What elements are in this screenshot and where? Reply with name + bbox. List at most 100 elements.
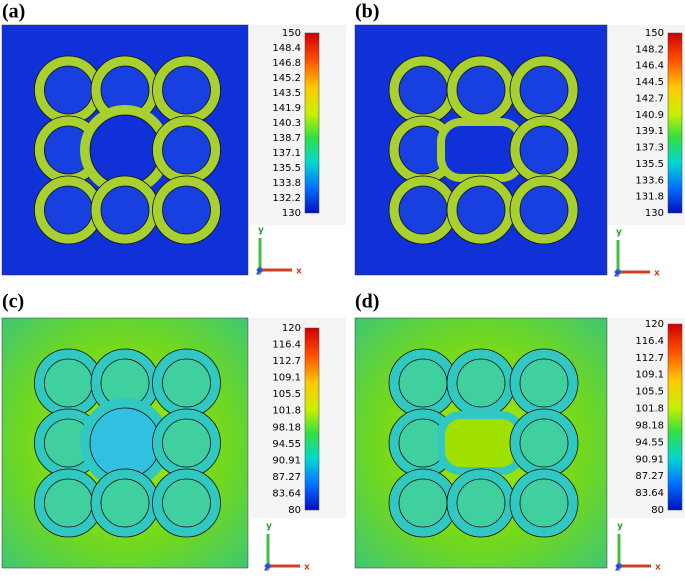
colorbar-tick-label: 143.5 [272, 88, 301, 99]
ring [34, 349, 103, 417]
ring [389, 349, 458, 417]
ring-edge [456, 478, 506, 528]
colorbar [667, 32, 683, 214]
colorbar-tick-label: 148.2 [635, 44, 664, 55]
colorbar-tick-label: 137.3 [635, 143, 664, 154]
colorbar-tick-label: 142.7 [635, 93, 664, 104]
ring-edge [162, 65, 211, 115]
axis-z-label: z [615, 564, 620, 574]
center-cross [437, 411, 525, 475]
ring-edge [100, 185, 150, 235]
ring-edge [519, 185, 569, 235]
ring-edge [519, 358, 569, 408]
colorbar-tick-label: 80 [651, 505, 664, 516]
colorbar-tick-label: 146.8 [272, 58, 301, 69]
colorbar-tick-label: 116.4 [635, 336, 664, 347]
ring [510, 469, 578, 537]
ring [91, 469, 159, 537]
colorbar-tick-label: 94.55 [635, 437, 664, 448]
ring [152, 349, 221, 417]
colorbar-tick-label: 138.7 [272, 133, 301, 144]
colorbar-tick-label: 133.6 [635, 175, 664, 186]
ring [152, 469, 221, 537]
panel-label: (d) [355, 291, 379, 313]
ring-edge [100, 478, 150, 528]
panel-label: (b) [355, 1, 379, 23]
colorbar-tick-label: 109.1 [635, 370, 664, 381]
colorbar-tick-label: 130 [645, 208, 664, 219]
ring [91, 176, 159, 244]
ring [34, 469, 103, 537]
axis-z-dot [257, 267, 263, 273]
colorbar [304, 327, 320, 511]
colorbar-tick-label: 94.55 [272, 439, 301, 450]
ring-edge [456, 65, 506, 115]
axis-z-label: z [614, 270, 619, 280]
colorbar-tick-label: 120 [282, 323, 301, 334]
ring-edge [519, 418, 569, 468]
colorbar-tick-label: 150 [282, 28, 301, 39]
axis-y-label: y [258, 226, 264, 236]
colorbar-tick-label: 140.9 [635, 110, 664, 121]
colorbar-tick-label: 98.18 [635, 420, 664, 431]
colorbar-tick-label: 145.2 [272, 73, 301, 84]
ring [389, 56, 458, 124]
ring [389, 469, 458, 537]
axis-z-dot [265, 563, 271, 569]
ring-edge [456, 358, 506, 408]
colorbar-panel [250, 25, 346, 225]
field-plot [1, 24, 249, 276]
colorbar-tick-label: 80 [288, 505, 301, 516]
colorbar-tick-label: 87.27 [635, 471, 664, 482]
colorbar-tick-label: 112.7 [272, 356, 301, 367]
colorbar-tick-label: 90.91 [635, 454, 664, 465]
ring-edge [152, 468, 221, 538]
axis-y-label: y [266, 522, 272, 532]
axis-z-dot [615, 269, 621, 275]
ring-edge [162, 418, 211, 468]
ring [447, 176, 515, 244]
ring-edge [162, 125, 211, 175]
axis-x-label: x [654, 269, 660, 279]
colorbar-tick-label: 140.3 [272, 118, 301, 129]
ring [152, 116, 221, 184]
ring-edge [519, 478, 569, 528]
ring [510, 56, 578, 124]
axis-x-label: x [296, 267, 302, 277]
colorbar-tick-label: 133.8 [272, 178, 301, 189]
colorbar-tick-label: 101.8 [272, 406, 301, 417]
ring [34, 176, 103, 244]
colorbar-tick-label: 112.7 [635, 353, 664, 364]
ring [34, 56, 103, 124]
ring [447, 349, 515, 417]
colorbar-tick-label: 146.4 [635, 61, 664, 72]
colorbar-tick-label: 144.5 [635, 77, 664, 88]
colorbar-tick-label: 137.1 [272, 148, 301, 159]
ring [447, 469, 515, 537]
ring-edge [456, 185, 506, 235]
ring-edge [162, 358, 211, 408]
colorbar-tick-label: 120 [645, 319, 664, 330]
colorbar-tick-label: 135.5 [635, 159, 664, 170]
colorbar-tick-label: 83.64 [635, 488, 664, 499]
colorbar-tick-label: 131.8 [635, 192, 664, 203]
colorbar-panel [250, 318, 346, 518]
ring-edge [152, 175, 221, 245]
ring [389, 176, 458, 244]
ring-edge [509, 468, 579, 538]
center-cross [437, 118, 525, 182]
axis-z-label: z [264, 564, 269, 574]
ring [152, 176, 221, 244]
ring [510, 409, 578, 477]
colorbar-tick-label: 135.5 [272, 163, 301, 174]
colorbar-tick-label: 141.9 [272, 103, 301, 114]
panel-label: (c) [2, 291, 24, 313]
ring [510, 116, 578, 184]
colorbar-tick-label: 87.27 [272, 472, 301, 483]
colorbar-tick-label: 90.91 [272, 455, 301, 466]
colorbar-tick-label: 105.5 [635, 387, 664, 398]
axis-y-label: y [616, 228, 622, 238]
ring [510, 176, 578, 244]
panel-label: (a) [2, 1, 25, 23]
